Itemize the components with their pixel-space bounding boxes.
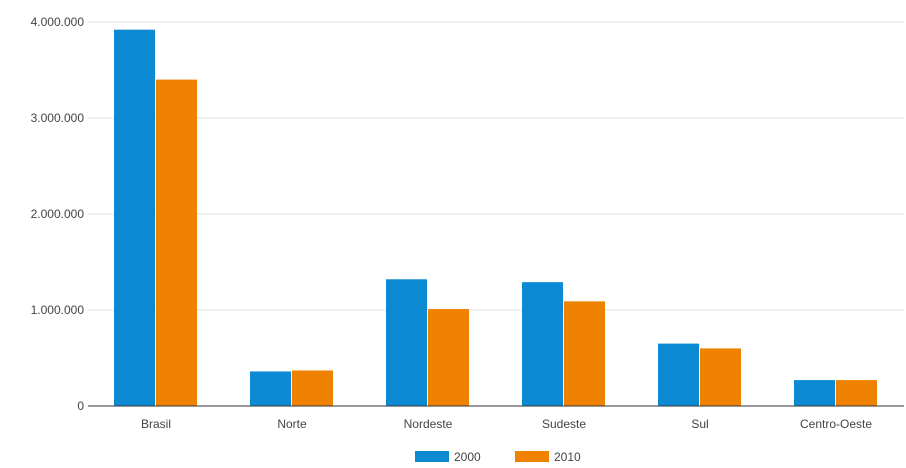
- bar-2010-sul[interactable]: [700, 348, 741, 406]
- bar-2000-nordeste[interactable]: [386, 279, 427, 406]
- y-axis: 0 1.000.000 2.000.000 3.000.000 4.000.000: [31, 15, 85, 413]
- legend: 2000 2010: [415, 450, 581, 464]
- legend-label-2010: 2010: [554, 450, 581, 463]
- gridlines: [88, 21, 904, 311]
- x-axis: Brasil Norte Nordeste Sudeste Sul Centro-Oest…: [88, 405, 904, 431]
- y-tick-label: 1.000.000: [31, 303, 85, 317]
- x-tick-label: Centro-Oeste: [800, 417, 872, 431]
- legend-swatch-2010: [515, 451, 549, 462]
- bar-2000-centro-oeste[interactable]: [794, 380, 835, 406]
- bar-2010-sudeste[interactable]: [564, 301, 605, 406]
- bar-2000-norte[interactable]: [250, 371, 291, 406]
- x-tick-label: Sudeste: [542, 417, 586, 431]
- bars: [114, 29, 877, 407]
- y-tick-label: 3.000.000: [31, 111, 85, 125]
- legend-label-2000: 2000: [454, 450, 481, 463]
- bar-2010-centro-oeste[interactable]: [836, 380, 877, 406]
- bar-2000-brasil[interactable]: [114, 29, 155, 407]
- bar-2000-sudeste[interactable]: [522, 282, 563, 406]
- x-tick-label: Sul: [691, 417, 708, 431]
- bar-2000-sul[interactable]: [658, 343, 699, 406]
- x-tick-label: Nordeste: [404, 417, 453, 431]
- bar-2010-nordeste[interactable]: [428, 309, 469, 406]
- bar-2010-norte[interactable]: [292, 370, 333, 406]
- legend-swatch-2000: [415, 451, 449, 462]
- x-tick-label: Brasil: [141, 417, 171, 431]
- y-tick-label: 0: [77, 399, 84, 413]
- bar-2010-brasil[interactable]: [156, 79, 197, 406]
- y-tick-label: 2.000.000: [31, 207, 85, 221]
- x-tick-label: Norte: [277, 417, 307, 431]
- y-tick-label: 4.000.000: [31, 15, 85, 29]
